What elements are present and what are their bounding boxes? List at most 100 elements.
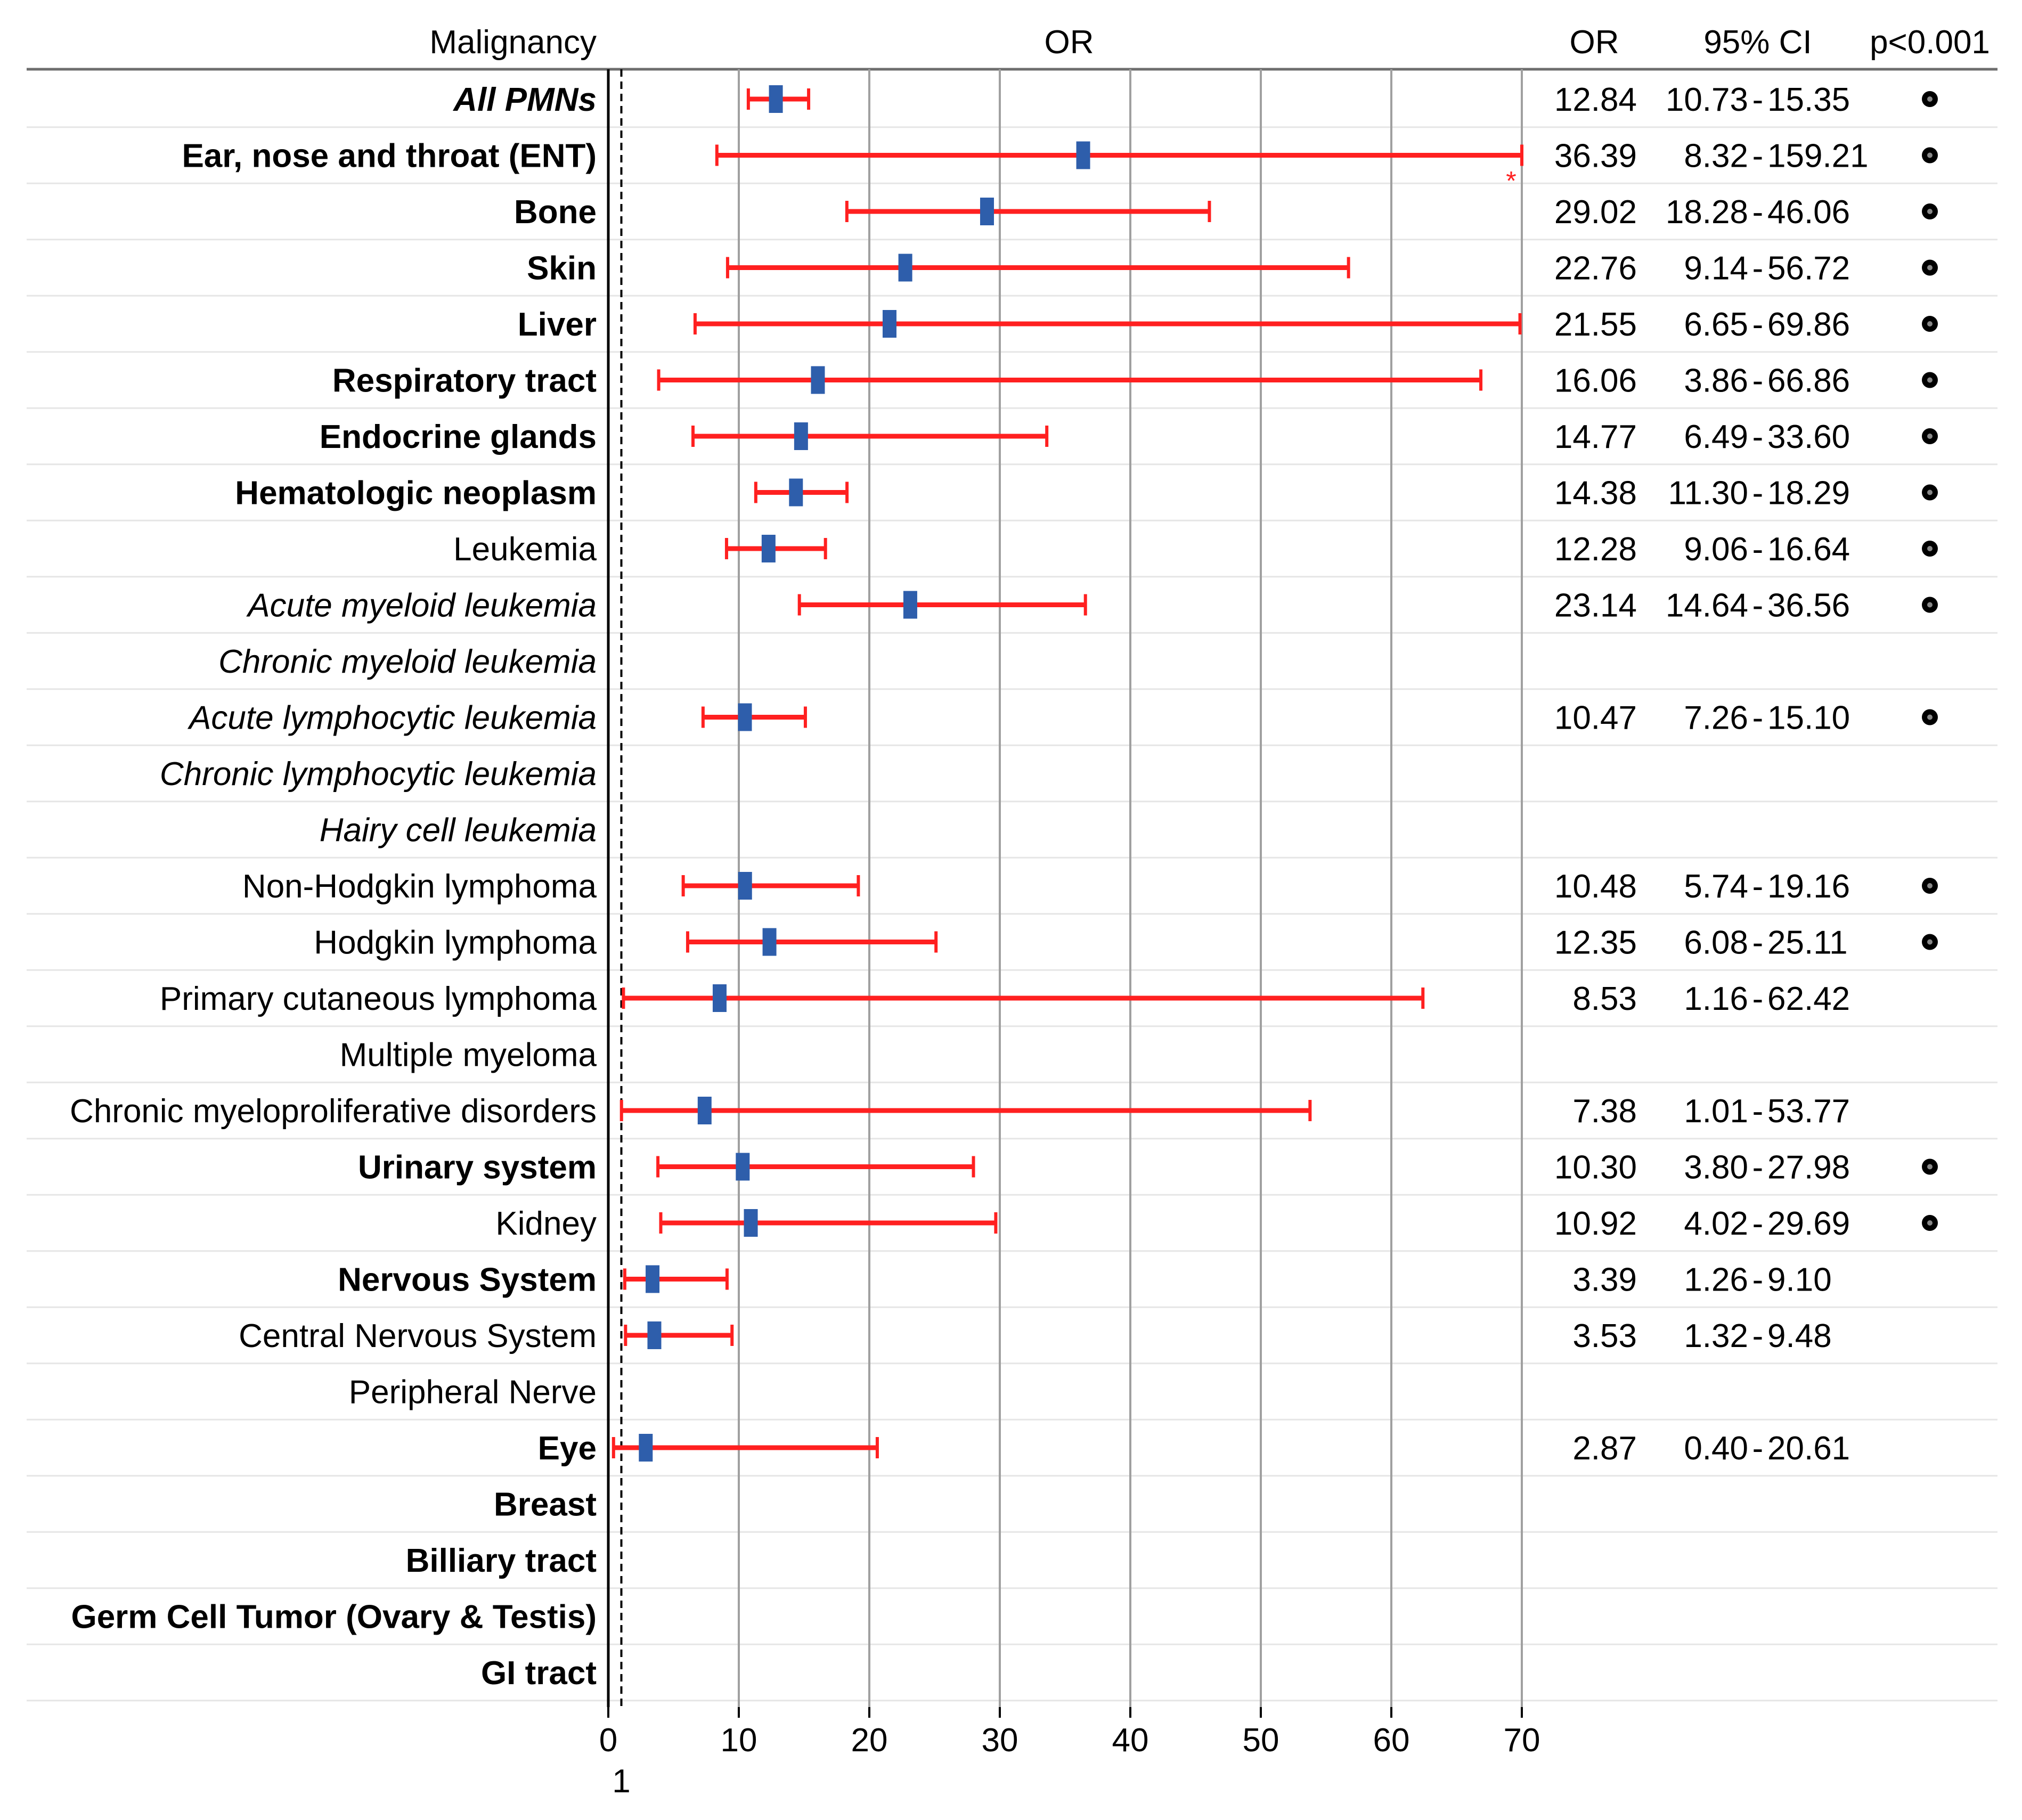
ci-dash: - — [1752, 1430, 1764, 1467]
point-estimate — [738, 872, 752, 900]
ci-upper-value: 16.64 — [1767, 531, 1850, 568]
ci-dash: - — [1752, 1205, 1764, 1242]
row-label: Eye — [538, 1430, 597, 1467]
ci-marks: * — [612, 85, 1523, 1462]
or-value: 10.92 — [1554, 1205, 1637, 1242]
significance-dot-highlight — [1927, 321, 1933, 327]
or-value: 3.53 — [1572, 1318, 1637, 1354]
significance-dot-highlight — [1927, 1220, 1933, 1226]
ci-lower-value: 14.64 — [1666, 587, 1748, 624]
ci-dash: - — [1752, 1149, 1764, 1186]
ci-lower-value: 1.16 — [1684, 981, 1748, 1017]
row-label: Liver — [518, 306, 597, 343]
row-label: Hematologic neoplasm — [235, 475, 597, 512]
row-label: Hairy cell leukemia — [320, 812, 597, 849]
ci-dash: - — [1752, 419, 1764, 455]
ci-dash: - — [1752, 194, 1764, 231]
ci-upper-value: 9.48 — [1767, 1318, 1832, 1354]
point-estimate — [738, 703, 752, 731]
ci-lower-value: 18.28 — [1666, 194, 1748, 231]
ci-lower-value: 8.32 — [1684, 138, 1748, 175]
ci-upper-value: 27.98 — [1767, 1149, 1850, 1186]
point-estimate — [712, 984, 727, 1012]
ci-upper-value: 69.86 — [1767, 306, 1850, 343]
or-value: 21.55 — [1554, 306, 1637, 343]
row-label: Germ Cell Tumor (Ovary & Testis) — [71, 1599, 597, 1636]
ci-lower-value: 3.86 — [1684, 363, 1748, 399]
row-label: Acute lymphocytic leukemia — [187, 700, 597, 737]
ci-upper-value: 36.56 — [1767, 587, 1850, 624]
ci-lower-value: 6.49 — [1684, 419, 1748, 455]
ci-dash: - — [1752, 475, 1764, 512]
ci-lower-value: 1.01 — [1684, 1093, 1748, 1130]
x-tick-label: 30 — [982, 1722, 1018, 1759]
ci-lower-value: 1.26 — [1684, 1262, 1748, 1299]
row-label: Chronic lymphocytic leukemia — [160, 756, 597, 793]
point-estimate — [898, 254, 912, 282]
or-value: 3.39 — [1572, 1262, 1637, 1299]
ci-upper-value: 46.06 — [1767, 194, 1850, 231]
ci-upper-value: 19.16 — [1767, 868, 1850, 905]
significance-dot-highlight — [1927, 939, 1933, 945]
point-estimate — [882, 310, 896, 338]
ci-lower-value: 1.32 — [1684, 1318, 1748, 1354]
point-estimate — [639, 1434, 653, 1462]
or-value: 10.48 — [1554, 868, 1637, 905]
row-label: Multiple myeloma — [340, 1037, 597, 1074]
or-value: 14.77 — [1554, 419, 1637, 455]
ci-dash: - — [1752, 363, 1764, 399]
ci-dash: - — [1752, 587, 1764, 624]
point-estimate — [697, 1097, 712, 1124]
ci-dash: - — [1752, 1318, 1764, 1354]
or-value: 7.38 — [1572, 1093, 1637, 1130]
ci-upper-value: 62.42 — [1767, 981, 1850, 1017]
or-value: 10.30 — [1554, 1149, 1637, 1186]
row-label: Bone — [514, 194, 597, 231]
point-estimate — [789, 478, 803, 507]
x-tick-label: 40 — [1112, 1722, 1149, 1759]
ci-lower-value: 7.26 — [1684, 700, 1748, 737]
ci-dash: - — [1752, 81, 1764, 118]
x-axis: 0 10 20 30 40 50 60 70 — [599, 1707, 1540, 1759]
header-or-axis: OR — [1045, 24, 1094, 61]
row-label: Breast — [494, 1487, 597, 1523]
ci-dash: - — [1752, 250, 1764, 287]
row-label: Hodgkin lymphoma — [314, 925, 597, 961]
row-label: Central Nervous System — [239, 1318, 597, 1354]
point-estimate — [744, 1209, 758, 1237]
significance-dot-highlight — [1927, 489, 1933, 495]
ci-dash: - — [1752, 700, 1764, 737]
ci-upper-value: 29.69 — [1767, 1205, 1850, 1242]
or-value: 10.47 — [1554, 700, 1637, 737]
x-tick-label: 20 — [851, 1722, 888, 1759]
row-label: Primary cutaneous lymphoma — [160, 981, 597, 1017]
point-estimate — [761, 535, 776, 562]
or-value: 14.38 — [1554, 475, 1637, 512]
x-tick-label: 60 — [1373, 1722, 1410, 1759]
row-label: Endocrine glands — [320, 419, 597, 455]
header-ci: 95% CI — [1703, 24, 1812, 61]
ci-upper-value: 159.21 — [1767, 138, 1869, 175]
ci-upper-value: 20.61 — [1767, 1430, 1850, 1467]
gridlines — [607, 69, 1523, 1707]
ci-dash: - — [1752, 1093, 1764, 1130]
significance-dot-highlight — [1927, 714, 1933, 720]
ci-lower-value: 6.08 — [1684, 925, 1748, 961]
ci-lower-value: 0.40 — [1684, 1430, 1748, 1467]
ci-upper-value: 33.60 — [1767, 419, 1850, 455]
significance-dot-highlight — [1927, 434, 1933, 439]
ci-lower-value: 3.80 — [1684, 1149, 1748, 1186]
or-value: 8.53 — [1572, 981, 1637, 1017]
row-label: Ear, nose and throat (ENT) — [182, 138, 597, 175]
ci-upper-value: 9.10 — [1767, 1262, 1832, 1299]
reference-line-group: 1 — [612, 69, 631, 1800]
ci-lower-value: 4.02 — [1684, 1205, 1748, 1242]
or-value: 12.28 — [1554, 531, 1637, 568]
header-p-value: p<0.001 — [1870, 24, 1990, 61]
row-label: Skin — [527, 250, 597, 287]
ci-dash: - — [1752, 868, 1764, 905]
point-estimate — [980, 198, 994, 225]
